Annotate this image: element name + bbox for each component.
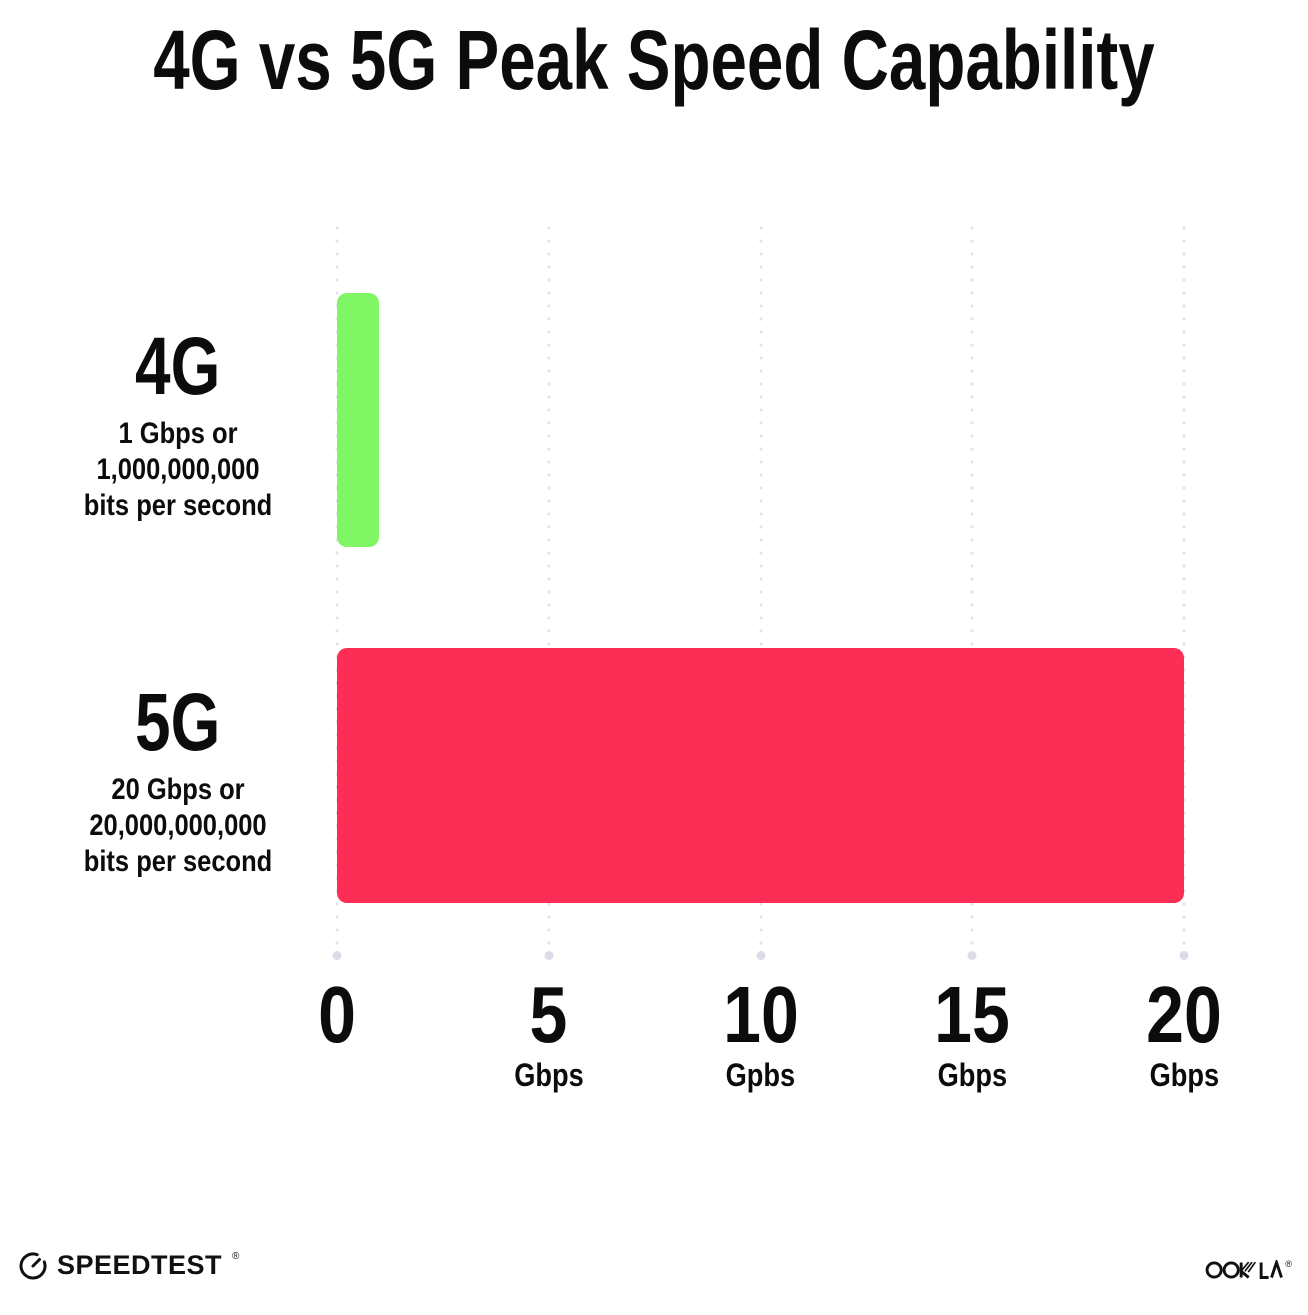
x-tick-10: 10 Gpbs (716, 970, 805, 1093)
x-tick-20-unit: Gbps (1149, 1057, 1219, 1093)
speedtest-gauge-icon (19, 1252, 47, 1279)
description-5g: 20 Gbps or 20,000,000,000 bits per secon… (49, 772, 307, 880)
description-5g-line: 20 Gbps or (111, 773, 245, 806)
x-tick-15-value: 15 (934, 970, 1011, 1059)
category-4g: 4G (26, 326, 330, 408)
speedtest-wordmark: SPEEDTEST (57, 1250, 223, 1280)
gridline (1181, 222, 1187, 955)
ookla-logo: OOKLA ® (1205, 1260, 1292, 1280)
speedtest-trademark: ® (232, 1251, 240, 1262)
bar-4g (337, 293, 380, 547)
category-5g-text: 5G (135, 677, 221, 768)
x-tick-0-unit (315, 1059, 360, 1091)
gridline (757, 222, 764, 955)
gridline (334, 222, 340, 955)
x-tick-15: 15 Gbps (928, 970, 1017, 1093)
label-5g: 5G 20 Gbps or 20,000,000,000 bits per se… (26, 682, 330, 880)
description-4g-line: bits per second (83, 489, 273, 522)
x-tick-0: 0 (315, 975, 360, 1091)
category-4g-text: 4G (135, 321, 221, 412)
description-5g-line: 20,000,000,000 (89, 809, 267, 842)
x-tick-5: 5 Gbps (508, 970, 590, 1093)
ookla-wordmark-icon (1205, 1260, 1284, 1279)
x-tick-0-value: 0 (318, 970, 356, 1059)
bar-5g (337, 648, 1184, 903)
gridline (545, 222, 552, 955)
x-tick-15-unit: Gbps (937, 1057, 1007, 1093)
ookla-trademark: ® (1285, 1259, 1292, 1269)
chart-title-text: 4G vs 5G Peak Speed Capability (153, 13, 1155, 107)
x-tick-20-value: 20 (1146, 970, 1222, 1059)
description-4g-line: 1,000,000,000 (96, 453, 260, 486)
chart-title: 4G vs 5G Peak Speed Capability (0, 16, 1308, 104)
description-4g-line: 1 Gbps or (118, 417, 238, 450)
x-tick-10-value: 10 (722, 970, 799, 1059)
category-5g: 5G (26, 682, 330, 764)
speedtest-logo: SPEEDTEST ® (18, 1250, 240, 1281)
x-tick-10-unit: Gpbs (725, 1057, 796, 1093)
label-4g: 4G 1 Gbps or 1,000,000,000 bits per seco… (26, 326, 330, 524)
gridline (969, 222, 976, 955)
x-tick-20: 20 Gbps (1140, 970, 1229, 1093)
description-4g: 1 Gbps or 1,000,000,000 bits per second (49, 416, 307, 524)
plot-area (334, 222, 1187, 955)
x-tick-5-value: 5 (529, 970, 568, 1059)
description-5g-line: bits per second (83, 845, 273, 878)
x-tick-5-unit: Gbps (513, 1057, 584, 1093)
